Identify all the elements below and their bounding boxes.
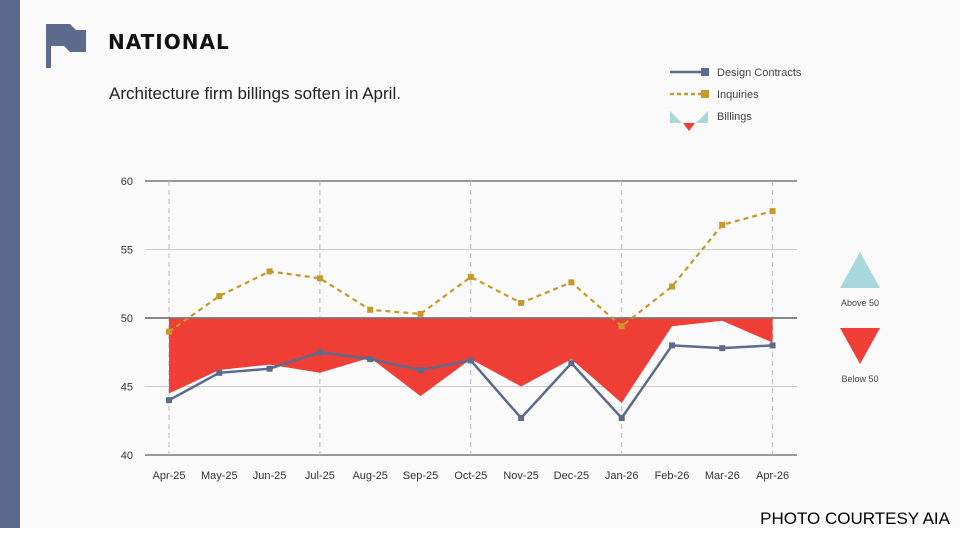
inquiries-point <box>417 310 424 317</box>
legend-billings-swatch <box>670 111 708 131</box>
design-contracts-point <box>568 360 575 367</box>
inquiries-point <box>216 293 223 300</box>
y-tick-label: 40 <box>121 450 133 462</box>
design-contracts-point <box>266 365 273 372</box>
inquiries-point <box>769 208 776 215</box>
inquiries-point <box>316 275 323 282</box>
legend-inquiries-swatch <box>670 90 709 98</box>
design-contracts-point <box>166 397 172 404</box>
design-contracts-point <box>367 356 374 363</box>
design-contracts-point <box>417 367 424 374</box>
inquiries-point <box>568 279 575 286</box>
design-contracts-point <box>669 342 675 349</box>
up-triangle-icon <box>840 252 880 288</box>
flag-icon <box>46 24 86 68</box>
x-tick-label: Mar-26 <box>705 470 740 482</box>
side-accent-bar <box>0 0 20 528</box>
y-tick-label: 60 <box>121 176 133 188</box>
section-title: NATIONAL <box>108 30 230 54</box>
x-tick-label: Aug-25 <box>352 470 387 482</box>
chart-subtitle: Architecture firm billings soften in Apr… <box>109 84 401 103</box>
inquiries-point <box>618 323 625 330</box>
design-contracts-point <box>518 415 525 422</box>
design-contracts-point <box>618 415 625 422</box>
inquiries-point <box>669 283 675 290</box>
x-tick-label: Jun-25 <box>253 470 287 482</box>
down-triangle-icon <box>840 328 880 364</box>
design-contracts-point <box>719 345 726 352</box>
legend-design-contracts-swatch <box>670 68 709 76</box>
y-tick-label: 45 <box>121 382 133 394</box>
legend-label: Inquiries <box>717 89 759 101</box>
x-tick-label: Nov-25 <box>503 470 538 482</box>
x-tick-label: Dec-25 <box>554 470 589 482</box>
x-tick-label: Jan-26 <box>605 470 639 482</box>
inquiries-point <box>367 306 374 313</box>
billings-area <box>169 318 773 403</box>
x-tick-label: Apr-25 <box>152 470 185 482</box>
legend-label: Design Contracts <box>717 67 802 79</box>
inquiries-point <box>518 299 525 306</box>
y-tick-label: 50 <box>121 313 133 325</box>
key-label: Below 50 <box>841 374 879 384</box>
x-tick-label: May-25 <box>201 470 238 482</box>
design-contracts-point <box>316 349 323 356</box>
inquiries-point <box>266 268 273 275</box>
inquiries-point <box>467 273 474 280</box>
x-tick-label: Oct-25 <box>454 470 487 482</box>
x-tick-label: Jul-25 <box>305 470 335 482</box>
key-label: Above 50 <box>840 298 880 308</box>
x-tick-label: Sep-25 <box>403 470 438 482</box>
design-contracts-point <box>467 357 474 364</box>
x-tick-label: Feb-26 <box>655 470 690 482</box>
key-below-50: Below 50 <box>820 326 900 384</box>
y-tick-label: 55 <box>121 245 133 257</box>
photo-credit: PHOTO COURTESY AIA <box>760 509 950 528</box>
chart-card <box>20 0 960 528</box>
x-tick-label: Apr-26 <box>756 470 789 482</box>
inquiries-point <box>719 221 726 228</box>
key-above-50: Above 50 <box>820 250 900 308</box>
inquiries-point <box>166 328 172 335</box>
legend-label: Billings <box>717 111 752 123</box>
design-contracts-point <box>769 342 776 349</box>
design-contracts-point <box>216 369 223 376</box>
